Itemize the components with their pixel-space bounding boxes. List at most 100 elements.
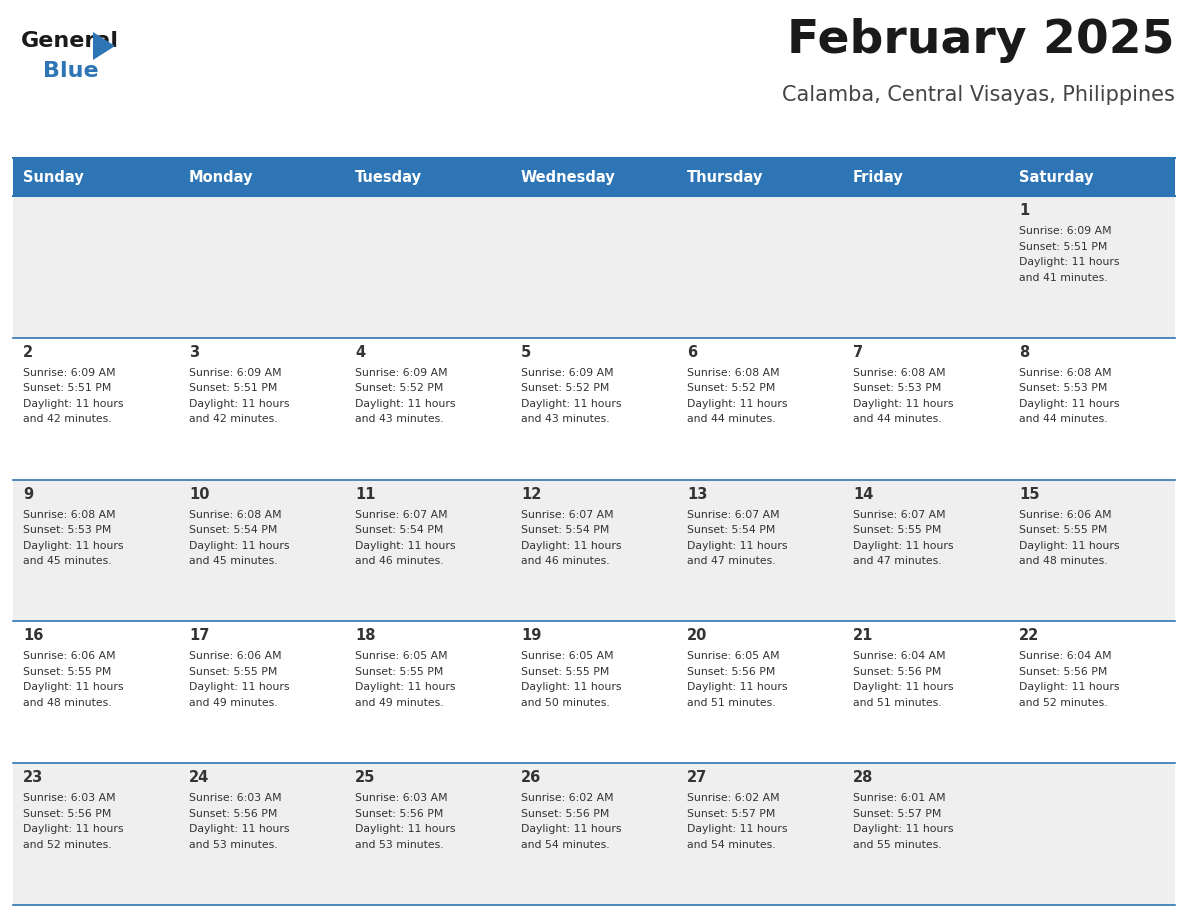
Bar [511, 338, 677, 479]
Text: Sunrise: 6:01 AM: Sunrise: 6:01 AM [853, 793, 946, 803]
Bar [179, 196, 345, 338]
Text: Daylight: 11 hours: Daylight: 11 hours [23, 398, 124, 409]
Text: 9: 9 [23, 487, 33, 501]
Bar [179, 621, 345, 763]
Text: and 45 minutes.: and 45 minutes. [23, 556, 112, 566]
Text: and 53 minutes.: and 53 minutes. [189, 840, 278, 850]
Text: Sunrise: 6:05 AM: Sunrise: 6:05 AM [687, 652, 779, 661]
Text: Daylight: 11 hours: Daylight: 11 hours [189, 824, 290, 834]
Text: Daylight: 11 hours: Daylight: 11 hours [853, 398, 954, 409]
Text: Daylight: 11 hours: Daylight: 11 hours [853, 541, 954, 551]
Text: Daylight: 11 hours: Daylight: 11 hours [189, 398, 290, 409]
Text: Sunrise: 6:07 AM: Sunrise: 6:07 AM [687, 509, 779, 520]
Bar [345, 338, 511, 479]
Text: and 55 minutes.: and 55 minutes. [853, 840, 942, 850]
Text: Sunrise: 6:07 AM: Sunrise: 6:07 AM [355, 509, 448, 520]
Bar [1009, 338, 1175, 479]
Text: Daylight: 11 hours: Daylight: 11 hours [355, 682, 455, 692]
Text: Sunrise: 6:03 AM: Sunrise: 6:03 AM [23, 793, 115, 803]
Text: Daylight: 11 hours: Daylight: 11 hours [687, 682, 788, 692]
Text: Daylight: 11 hours: Daylight: 11 hours [189, 682, 290, 692]
Text: and 51 minutes.: and 51 minutes. [853, 698, 942, 708]
Text: 15: 15 [1019, 487, 1040, 501]
Text: Monday: Monday [189, 170, 253, 185]
Text: Daylight: 11 hours: Daylight: 11 hours [522, 398, 621, 409]
Text: Daylight: 11 hours: Daylight: 11 hours [522, 682, 621, 692]
Text: and 48 minutes.: and 48 minutes. [23, 698, 112, 708]
Text: Sunset: 5:56 PM: Sunset: 5:56 PM [522, 809, 609, 819]
Text: Sunrise: 6:09 AM: Sunrise: 6:09 AM [1019, 226, 1112, 236]
Text: and 44 minutes.: and 44 minutes. [687, 414, 776, 424]
Text: and 47 minutes.: and 47 minutes. [853, 556, 942, 566]
Text: and 54 minutes.: and 54 minutes. [522, 840, 609, 850]
Text: Sunrise: 6:07 AM: Sunrise: 6:07 AM [522, 509, 614, 520]
Text: Sunset: 5:56 PM: Sunset: 5:56 PM [355, 809, 443, 819]
Bar [843, 196, 1009, 338]
Bar [843, 763, 1009, 905]
Text: Sunset: 5:55 PM: Sunset: 5:55 PM [355, 666, 443, 677]
Text: and 49 minutes.: and 49 minutes. [355, 698, 443, 708]
Text: Thursday: Thursday [687, 170, 764, 185]
Bar [511, 196, 677, 338]
Bar [179, 338, 345, 479]
Text: Sunrise: 6:08 AM: Sunrise: 6:08 AM [687, 368, 779, 378]
Bar [843, 338, 1009, 479]
Text: Sunset: 5:54 PM: Sunset: 5:54 PM [522, 525, 609, 535]
Text: Sunset: 5:56 PM: Sunset: 5:56 PM [1019, 666, 1107, 677]
Text: Sunrise: 6:04 AM: Sunrise: 6:04 AM [853, 652, 946, 661]
Text: Blue: Blue [43, 61, 99, 81]
Text: Sunrise: 6:06 AM: Sunrise: 6:06 AM [1019, 509, 1112, 520]
Text: Calamba, Central Visayas, Philippines: Calamba, Central Visayas, Philippines [782, 85, 1175, 105]
Text: and 45 minutes.: and 45 minutes. [189, 556, 278, 566]
Bar [677, 158, 843, 196]
Text: Sunrise: 6:06 AM: Sunrise: 6:06 AM [23, 652, 115, 661]
Text: Friday: Friday [853, 170, 904, 185]
Text: Sunset: 5:53 PM: Sunset: 5:53 PM [23, 525, 112, 535]
Text: Sunrise: 6:08 AM: Sunrise: 6:08 AM [23, 509, 115, 520]
Text: Daylight: 11 hours: Daylight: 11 hours [355, 541, 455, 551]
Bar [1009, 479, 1175, 621]
Text: Sunrise: 6:02 AM: Sunrise: 6:02 AM [522, 793, 614, 803]
Bar [345, 158, 511, 196]
Text: and 54 minutes.: and 54 minutes. [687, 840, 776, 850]
Text: Sunrise: 6:09 AM: Sunrise: 6:09 AM [23, 368, 115, 378]
Bar [345, 479, 511, 621]
Bar [677, 196, 843, 338]
Text: and 52 minutes.: and 52 minutes. [1019, 698, 1107, 708]
Text: 19: 19 [522, 629, 542, 644]
Bar [511, 621, 677, 763]
Text: 5: 5 [522, 345, 531, 360]
Text: Sunset: 5:54 PM: Sunset: 5:54 PM [189, 525, 277, 535]
Text: Sunset: 5:57 PM: Sunset: 5:57 PM [853, 809, 941, 819]
Text: Daylight: 11 hours: Daylight: 11 hours [355, 398, 455, 409]
Text: and 41 minutes.: and 41 minutes. [1019, 273, 1107, 283]
Bar [1009, 196, 1175, 338]
Bar [511, 479, 677, 621]
Text: and 43 minutes.: and 43 minutes. [522, 414, 609, 424]
Text: Sunset: 5:56 PM: Sunset: 5:56 PM [189, 809, 277, 819]
Bar [345, 196, 511, 338]
Bar [179, 763, 345, 905]
Text: Sunrise: 6:07 AM: Sunrise: 6:07 AM [853, 509, 946, 520]
Text: 4: 4 [355, 345, 365, 360]
Text: Sunset: 5:54 PM: Sunset: 5:54 PM [687, 525, 776, 535]
Text: 13: 13 [687, 487, 707, 501]
Text: 7: 7 [853, 345, 864, 360]
Text: February 2025: February 2025 [788, 18, 1175, 63]
Bar [1009, 158, 1175, 196]
Text: and 44 minutes.: and 44 minutes. [1019, 414, 1107, 424]
Bar [345, 621, 511, 763]
Bar [13, 479, 179, 621]
Text: Tuesday: Tuesday [355, 170, 422, 185]
Text: Sunrise: 6:03 AM: Sunrise: 6:03 AM [189, 793, 282, 803]
Text: Sunset: 5:55 PM: Sunset: 5:55 PM [1019, 525, 1107, 535]
Bar [843, 158, 1009, 196]
Text: Daylight: 11 hours: Daylight: 11 hours [1019, 682, 1119, 692]
Text: Sunrise: 6:08 AM: Sunrise: 6:08 AM [1019, 368, 1112, 378]
Text: Daylight: 11 hours: Daylight: 11 hours [687, 398, 788, 409]
Bar [843, 621, 1009, 763]
Text: 20: 20 [687, 629, 707, 644]
Text: 10: 10 [189, 487, 209, 501]
Polygon shape [93, 32, 115, 60]
Text: Sunset: 5:55 PM: Sunset: 5:55 PM [189, 666, 277, 677]
